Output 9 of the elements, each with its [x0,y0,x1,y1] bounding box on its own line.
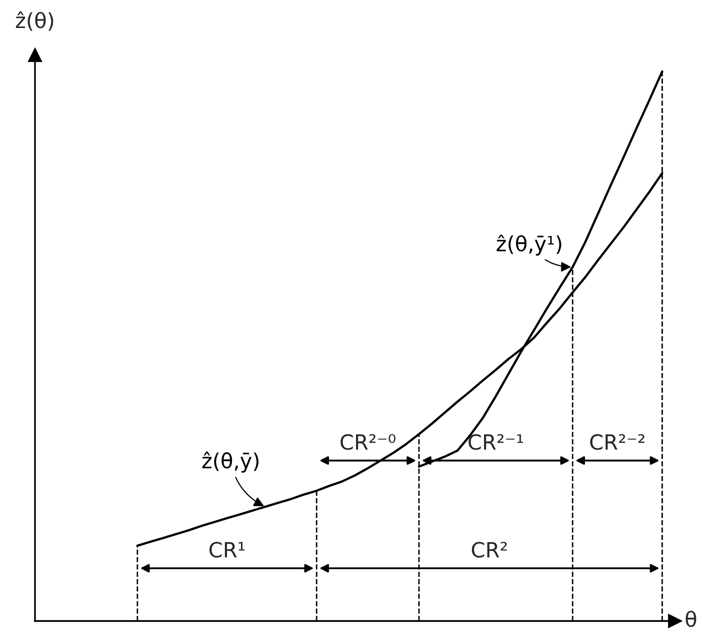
y-axis-title: ẑ(θ) [16,11,54,31]
annotation: CR¹ [209,542,245,558]
series-label: ẑ(θ,ȳ) [202,452,258,473]
annotation: CR²⁻² [590,434,644,450]
annotation: CR²⁻¹ [468,434,524,450]
annotation: CR²⁻⁰ [340,434,396,450]
series-label: ẑ(θ,ȳ¹) [496,234,562,256]
x-axis-title: θ [686,610,696,627]
annotation: CR² [472,542,507,558]
